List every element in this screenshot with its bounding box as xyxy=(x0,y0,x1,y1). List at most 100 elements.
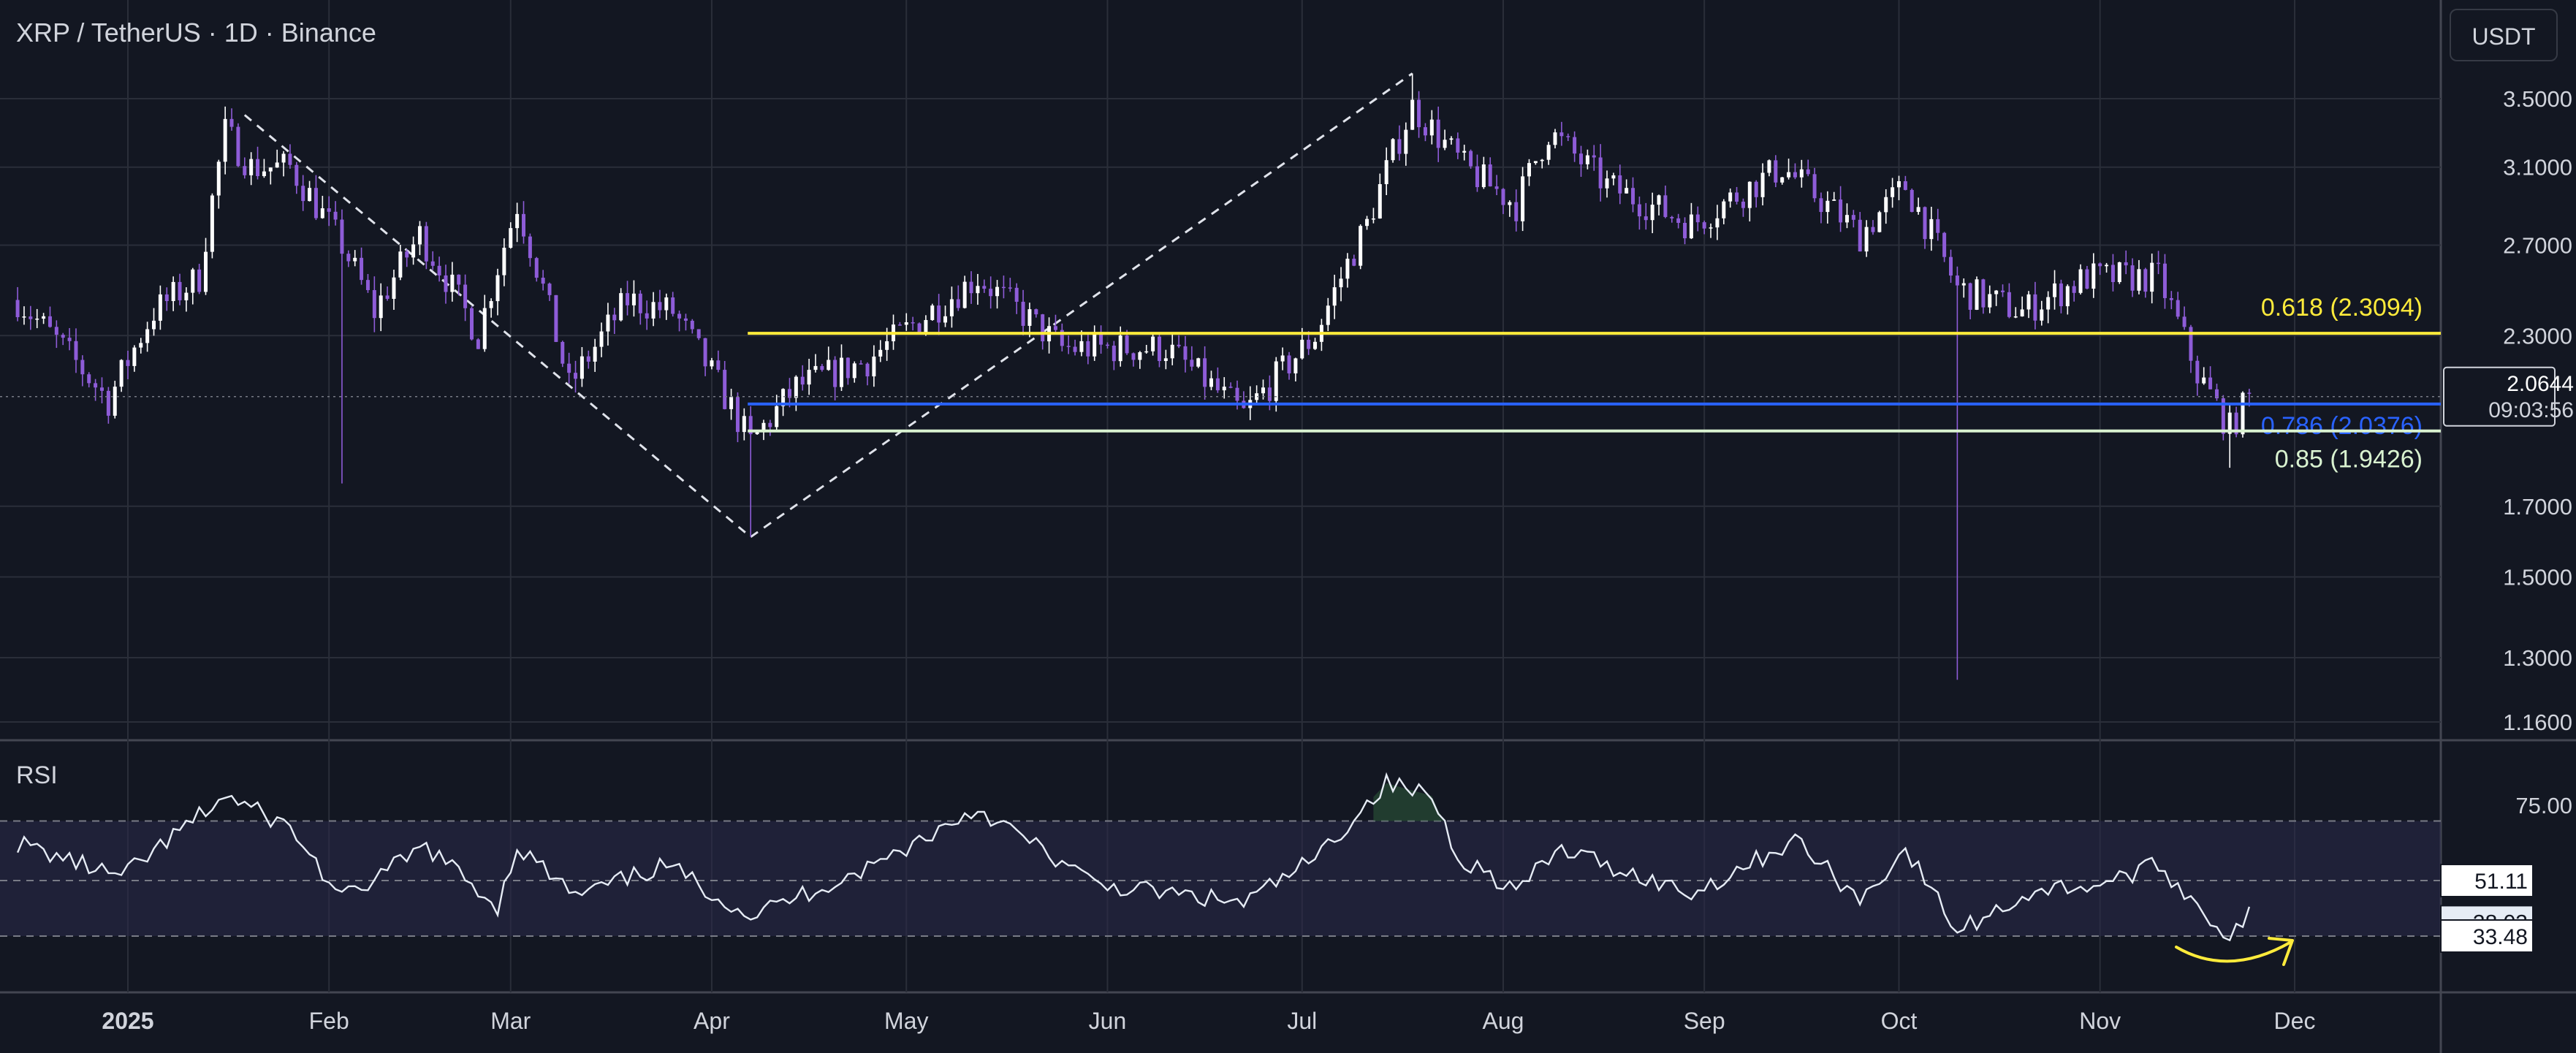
candle xyxy=(1559,121,1564,146)
candle xyxy=(87,372,91,388)
candle xyxy=(1215,367,1220,393)
candle-body xyxy=(197,269,202,292)
candle xyxy=(839,344,843,391)
month-label[interactable]: Mar xyxy=(490,1008,531,1034)
candle-body xyxy=(243,166,247,175)
rsi-value-box xyxy=(2440,863,2534,897)
month-label[interactable]: Jul xyxy=(1287,1008,1317,1034)
currency-button[interactable]: USDT xyxy=(2450,9,2558,61)
candle-body xyxy=(249,159,254,175)
candle-body xyxy=(1968,283,1972,310)
candle-body xyxy=(2189,327,2193,361)
candle xyxy=(1352,254,1356,267)
candle-body xyxy=(1540,159,1544,161)
month-label[interactable]: Sep xyxy=(1684,1008,1725,1034)
candle-body xyxy=(2046,297,2051,310)
month-label[interactable]: May xyxy=(884,1008,928,1034)
candle-body xyxy=(295,164,299,186)
month-label[interactable]: Nov xyxy=(2079,1008,2121,1034)
candle xyxy=(333,201,338,226)
candle-body xyxy=(2182,316,2186,327)
price-axis[interactable]: 3.5000 3.1000 2.7000 2.3000 1.7000 1.5000 1.30… xyxy=(2440,86,2574,953)
candle-body xyxy=(1163,358,1168,362)
candle-body xyxy=(606,314,610,332)
candle xyxy=(1955,266,1959,680)
candle-body xyxy=(1916,207,1920,212)
candle-body xyxy=(2143,269,2148,292)
candle-body xyxy=(2007,292,2011,317)
candle xyxy=(1514,189,1519,232)
candle-body xyxy=(1222,387,1226,391)
rsi-line-path xyxy=(16,772,2251,942)
rsi-band xyxy=(0,783,2441,937)
candle-body xyxy=(846,357,850,379)
fib-label: 0.786 (2.0376) xyxy=(2261,412,2423,440)
candle xyxy=(2124,250,2128,275)
candle xyxy=(2202,367,2206,385)
candle xyxy=(593,338,597,372)
trend-lines[interactable] xyxy=(243,72,1413,539)
candle-body xyxy=(865,363,870,377)
candle-body xyxy=(1235,387,1239,401)
candle xyxy=(859,360,863,365)
candle-body xyxy=(365,280,370,290)
candle xyxy=(1988,285,1992,313)
candle-body xyxy=(379,295,383,319)
candle xyxy=(2130,258,2135,297)
month-label[interactable]: Jun xyxy=(1089,1008,1127,1034)
candle xyxy=(1462,144,1467,161)
candle xyxy=(398,244,403,281)
candle xyxy=(1365,216,1369,230)
candle-body xyxy=(275,162,279,168)
candle xyxy=(787,378,791,408)
candle-body xyxy=(184,292,189,300)
fib-label: 0.618 (2.3094) xyxy=(2261,294,2423,322)
rsi-tick-label: 75.00 xyxy=(2515,793,2572,818)
candle-body xyxy=(1352,259,1356,266)
candle-body xyxy=(1508,202,1512,205)
month-label[interactable]: Aug xyxy=(1483,1008,1524,1034)
candle xyxy=(735,392,740,443)
candle-body xyxy=(962,281,967,308)
candle-body xyxy=(1774,160,1778,183)
month-label[interactable]: 2025 xyxy=(102,1008,153,1034)
candle-body xyxy=(1812,174,1817,199)
candle xyxy=(1903,175,1907,191)
candle-body xyxy=(450,274,455,292)
candle-body xyxy=(1359,226,1363,266)
month-label[interactable]: Feb xyxy=(309,1008,349,1034)
candle-body xyxy=(1144,351,1149,353)
candle-body xyxy=(1404,129,1408,154)
candle-body xyxy=(561,341,565,364)
candle xyxy=(1851,210,1855,228)
candle-body xyxy=(2072,286,2076,293)
candle xyxy=(2176,292,2180,319)
candle-body xyxy=(1456,138,1460,153)
candle xyxy=(1715,205,1720,240)
month-label[interactable]: Dec xyxy=(2274,1008,2316,1034)
candle-body xyxy=(904,322,908,325)
candle-body xyxy=(502,248,506,275)
candle xyxy=(1780,177,1785,185)
month-label[interactable]: Apr xyxy=(694,1008,730,1034)
candle-body xyxy=(113,387,117,416)
fib-retracement[interactable]: 0.618 (2.3094) 0.786 (2.0376) 0.85 (1.9426… xyxy=(0,294,2441,474)
time-axis[interactable]: 2025 Feb Mar Apr May Jun Jul Aug Sep Oct Nov Dec xyxy=(102,1008,2315,1034)
candle-body xyxy=(48,316,52,327)
candle xyxy=(1631,177,1635,213)
candle-body xyxy=(1844,215,1849,223)
candle xyxy=(1670,216,1674,223)
candle xyxy=(1203,346,1207,400)
candle-body xyxy=(2221,398,2225,434)
candle xyxy=(1812,167,1817,202)
candle xyxy=(1339,267,1343,302)
candle-body xyxy=(262,171,266,176)
price-tick-label: 3.5000 xyxy=(2503,86,2572,112)
month-label[interactable]: Oct xyxy=(1881,1008,1918,1034)
candle xyxy=(2137,259,2141,294)
candle xyxy=(1585,149,1589,170)
candle xyxy=(645,300,649,330)
candle-body xyxy=(1345,259,1350,279)
